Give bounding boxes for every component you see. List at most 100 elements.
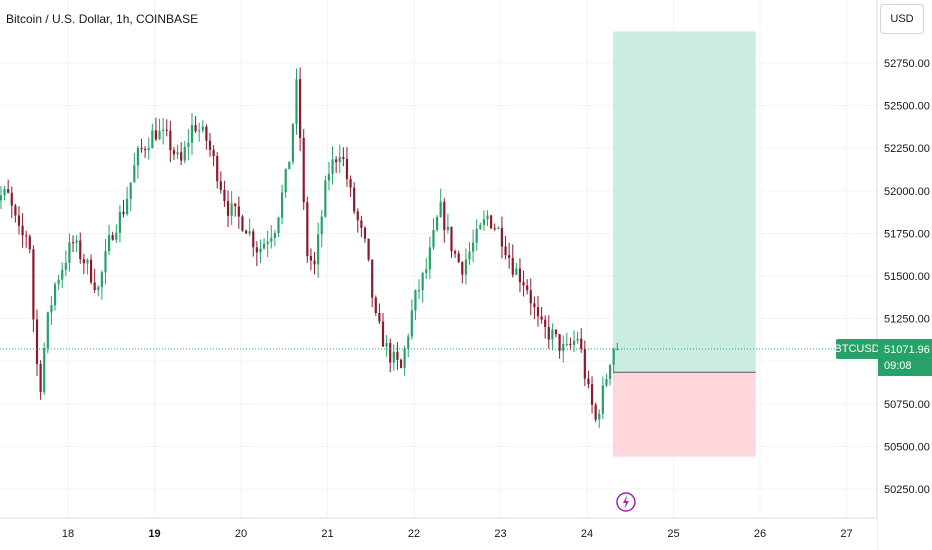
- candle-body: [414, 290, 417, 311]
- target-zone[interactable]: [612, 31, 756, 373]
- lightning-icon[interactable]: [616, 492, 636, 512]
- price-tick-label: 52000.00: [884, 186, 930, 198]
- candle-body: [453, 251, 457, 254]
- candle-body: [504, 246, 507, 256]
- candle-body: [399, 359, 403, 368]
- candle-body: [554, 329, 558, 335]
- candle-body: [216, 156, 219, 182]
- candle-body: [270, 237, 273, 242]
- candle-body: [389, 343, 392, 363]
- candle-body: [115, 232, 118, 240]
- time-tick-label: 27: [840, 528, 852, 540]
- price-tick-label: 50500.00: [884, 441, 930, 453]
- candle-body: [50, 305, 53, 313]
- candle-body: [551, 329, 554, 340]
- candle-body: [10, 192, 13, 206]
- candle-body: [93, 282, 96, 290]
- chart-grid: [0, 0, 876, 518]
- candle-body: [43, 348, 46, 393]
- time-tick-label: 24: [581, 528, 593, 540]
- price-tick-label: 52750.00: [884, 58, 930, 70]
- candle-body: [144, 149, 147, 151]
- symbol-price-tag: BTCUSD: [834, 339, 880, 359]
- candle-body: [288, 161, 291, 170]
- time-tick-label: 23: [494, 528, 506, 540]
- time-axis[interactable]: 18 19 20 21 22 23 24 25 26 27: [0, 517, 877, 550]
- candle-body: [46, 312, 49, 349]
- candle-body: [342, 157, 345, 159]
- candle-body: [237, 206, 240, 217]
- price-tick-label: 51750.00: [884, 228, 930, 240]
- candle-body: [515, 268, 518, 275]
- candle-body: [302, 138, 305, 203]
- time-tick-label: 21: [321, 528, 333, 540]
- candle-body: [107, 235, 111, 252]
- candle-body: [25, 235, 28, 237]
- candle-body: [313, 260, 316, 265]
- time-tick-label: 19: [148, 528, 160, 540]
- candle-body: [187, 142, 190, 147]
- candle-body: [183, 146, 186, 161]
- candle-body: [572, 340, 576, 345]
- candle-body: [356, 211, 359, 221]
- candle-body: [435, 216, 439, 231]
- candle-body: [151, 130, 154, 149]
- candle-body: [252, 231, 255, 248]
- event-markers[interactable]: [616, 492, 636, 512]
- candle-body: [86, 259, 89, 264]
- candle-body: [147, 148, 150, 151]
- candle-body: [338, 157, 341, 163]
- candle-body: [468, 251, 471, 260]
- candle-body: [223, 189, 226, 201]
- time-tick-label: 22: [408, 528, 420, 540]
- currency-button[interactable]: USD: [880, 4, 924, 34]
- candle-body: [475, 228, 478, 243]
- candle-body: [230, 203, 233, 216]
- candle-body: [172, 150, 176, 155]
- candle-body: [140, 148, 143, 150]
- candle-body: [486, 215, 489, 220]
- candle-body: [544, 319, 547, 327]
- candle-body: [35, 319, 39, 364]
- candle-body: [158, 130, 161, 140]
- candle-body: [522, 282, 525, 286]
- chart-title: Bitcoin / U.S. Dollar, 1h, COINBASE: [6, 12, 199, 26]
- time-axis-bg: [0, 518, 877, 550]
- price-tick-label: 52250.00: [884, 143, 930, 155]
- time-tick-label: 18: [62, 528, 74, 540]
- candle-body: [28, 236, 31, 250]
- candle-body: [162, 129, 165, 131]
- candle-body: [219, 181, 222, 190]
- candle-body: [266, 241, 269, 244]
- price-axis[interactable]: 50250.0050500.0050750.0051000.0051250.00…: [876, 0, 932, 550]
- candle-body: [392, 351, 395, 363]
- candle-body: [417, 290, 421, 292]
- candle-body: [421, 273, 424, 291]
- candle-body: [363, 227, 367, 239]
- candle-body: [118, 211, 121, 233]
- candle-body: [295, 79, 298, 125]
- candle-body: [410, 310, 413, 337]
- price-tick-label: 50750.00: [884, 399, 930, 411]
- candle-body: [226, 200, 230, 216]
- time-tick-label: 20: [235, 528, 247, 540]
- time-tick-label: 25: [667, 528, 679, 540]
- price-tick-label: 51250.00: [884, 314, 930, 326]
- candle-body: [464, 259, 467, 275]
- candle-body: [259, 248, 262, 253]
- candle-body: [68, 242, 71, 263]
- candle-body: [324, 180, 327, 217]
- last-price-label: 51071.96 09:08: [878, 339, 932, 376]
- long-position-tool[interactable]: [612, 31, 756, 457]
- candle-body: [432, 230, 435, 248]
- stop-zone[interactable]: [612, 372, 756, 457]
- candle-body: [320, 216, 323, 235]
- candle-body: [64, 262, 67, 270]
- candle-body: [558, 334, 561, 351]
- candle-body: [378, 313, 381, 322]
- candle-body: [381, 321, 385, 347]
- candle-body: [526, 285, 529, 291]
- candle-body: [360, 220, 363, 228]
- candle-body: [71, 242, 75, 244]
